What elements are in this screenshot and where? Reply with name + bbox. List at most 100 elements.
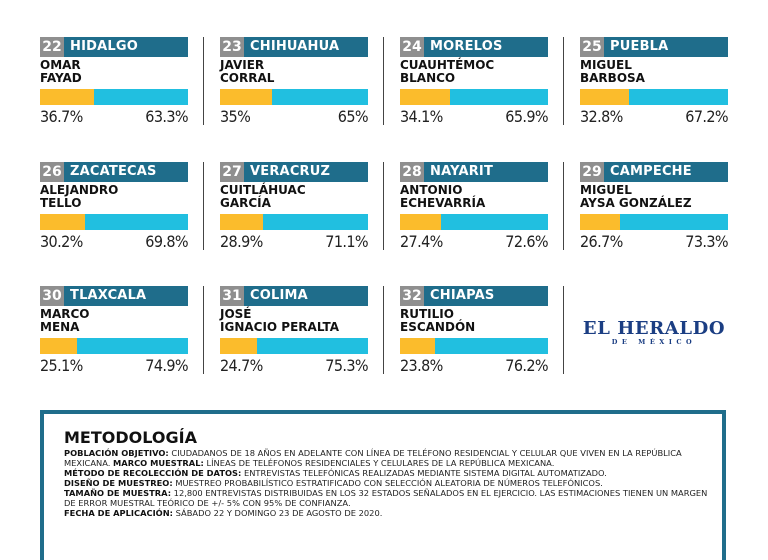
state-number-badge: 27	[220, 162, 244, 182]
governor-name-line: GARCÍA	[220, 196, 271, 210]
state-header: 27 VERACRUZ	[220, 162, 368, 182]
logo-subtitle: DE MÉXICO	[611, 338, 697, 346]
governor-name: ANTONIO ECHEVARRÍA	[400, 184, 550, 210]
left-percentage: 36.7%	[40, 107, 83, 126]
governor-name: OMAR FAYAD	[40, 59, 190, 85]
approval-bar	[220, 338, 368, 354]
state-header: 24 MORELOS	[400, 37, 548, 57]
governor-name-line: ESCANDÓN	[400, 320, 476, 334]
approval-bar	[40, 338, 188, 354]
governor-name: MIGUEL BARBOSA	[580, 59, 730, 85]
approval-bar-left-segment	[220, 214, 263, 230]
left-percentage: 23.8%	[400, 356, 443, 375]
governor-card: 30 TLAXCALA MARCO MENA 25.1% 74.9%	[40, 286, 190, 380]
right-percentage: 63.3%	[145, 107, 188, 126]
state-number-badge: 31	[220, 286, 244, 306]
metodo-label: MÉTODO DE RECOLECCIÓN DE DATOS:	[64, 468, 242, 478]
governor-name-line: CUITLÁHUAC	[220, 183, 306, 197]
state-header: 29 CAMPECHE	[580, 162, 728, 182]
diseno-label: DISEÑO DE MUESTREO:	[64, 478, 173, 488]
column-divider	[563, 37, 564, 125]
governor-name-line: JOSÉ	[220, 307, 252, 321]
methodology-title: METODOLOGÍA	[64, 428, 197, 447]
state-name: NAYARIT	[430, 164, 494, 179]
left-percentage: 24.7%	[220, 356, 263, 375]
governor-name-line: MENA	[40, 320, 80, 334]
approval-bar-left-segment	[580, 214, 620, 230]
right-percentage: 67.2%	[685, 107, 728, 126]
governor-name-line: IGNACIO PERALTA	[220, 320, 340, 334]
approval-bar	[580, 214, 728, 230]
metodo-text: ENTREVISTAS TELEFÓNICAS REALIZADAS MEDIA…	[243, 468, 607, 478]
state-number-badge: 30	[40, 286, 64, 306]
governor-name-line: RUTILIO	[400, 307, 454, 321]
poblacion-label: POBLACIÓN OBJETIVO:	[64, 448, 169, 458]
governor-name-line: TELLO	[40, 196, 82, 210]
governor-name-line: BARBOSA	[580, 71, 645, 85]
governor-name: JOSÉ IGNACIO PERALTA	[220, 308, 370, 334]
logo-wordmark: EL HERALDO	[582, 318, 726, 339]
methodology-box: METODOLOGÍA POBLACIÓN OBJETIVO: CIUDADAN…	[40, 410, 726, 560]
governor-approval-grid: 22 HIDALGO OMAR FAYAD 36.7% 63.3% 23 CHIHUAHUA J…	[40, 37, 730, 380]
state-header: 32 CHIAPAS	[400, 286, 548, 306]
governor-name-line: JAVIER	[220, 58, 265, 72]
left-percentage: 30.2%	[40, 232, 83, 251]
state-header: 22 HIDALGO	[40, 37, 188, 57]
left-percentage: 35%	[220, 107, 251, 126]
governor-card: 28 NAYARIT ANTONIO ECHEVARRÍA 27.4% 72.6%	[400, 162, 550, 256]
governor-card: 22 HIDALGO OMAR FAYAD 36.7% 63.3%	[40, 37, 190, 131]
approval-bar	[400, 338, 548, 354]
governor-name-line: CUAUHTÉMOC	[400, 58, 495, 72]
governor-card: 24 MORELOS CUAUHTÉMOC BLANCO 34.1% 65.9%	[400, 37, 550, 131]
column-divider	[383, 286, 384, 374]
state-name: CHIAPAS	[430, 288, 495, 303]
column-divider	[563, 286, 564, 374]
approval-bar	[40, 214, 188, 230]
right-percentage: 69.8%	[145, 232, 188, 251]
governor-name-line: ALEJANDRO	[40, 183, 119, 197]
marco-label: MARCO MUESTRAL:	[113, 458, 204, 468]
column-divider	[383, 162, 384, 250]
state-name: PUEBLA	[610, 39, 669, 54]
state-number-badge: 24	[400, 37, 424, 57]
approval-bar	[220, 89, 368, 105]
left-percentage: 26.7%	[580, 232, 623, 251]
state-name: VERACRUZ	[250, 164, 331, 179]
state-header: 28 NAYARIT	[400, 162, 548, 182]
state-name: HIDALGO	[70, 39, 138, 54]
column-divider	[383, 37, 384, 125]
governor-name: CUITLÁHUAC GARCÍA	[220, 184, 370, 210]
left-percentage: 25.1%	[40, 356, 83, 375]
state-header: 31 COLIMA	[220, 286, 368, 306]
governor-name: ALEJANDRO TELLO	[40, 184, 190, 210]
approval-bar-left-segment	[40, 89, 95, 105]
approval-bar	[400, 214, 548, 230]
left-percentage: 32.8%	[580, 107, 623, 126]
governor-card: 25 PUEBLA MIGUEL BARBOSA 32.8% 67.2%	[580, 37, 730, 131]
right-percentage: 73.3%	[685, 232, 728, 251]
approval-bar-left-segment	[580, 89, 629, 105]
governor-name-line: FAYAD	[40, 71, 82, 85]
governor-name: JAVIER CORRAL	[220, 59, 370, 85]
right-percentage: 72.6%	[505, 232, 548, 251]
right-percentage: 65%	[337, 107, 369, 126]
state-name: ZACATECAS	[70, 164, 157, 179]
tamano-text: 12,800 ENTREVISTAS DISTRIBUIDAS EN LOS 3…	[64, 488, 708, 508]
column-divider	[203, 37, 204, 125]
state-header: 30 TLAXCALA	[40, 286, 188, 306]
state-header: 26 ZACATECAS	[40, 162, 188, 182]
left-percentage: 28.9%	[220, 232, 263, 251]
approval-bar	[40, 89, 188, 105]
column-divider	[203, 286, 204, 374]
right-percentage: 74.9%	[145, 356, 188, 375]
state-name: MORELOS	[430, 39, 503, 54]
methodology-text: POBLACIÓN OBJETIVO: CIUDADANOS DE 18 AÑO…	[64, 448, 714, 518]
state-name: TLAXCALA	[70, 288, 147, 303]
state-number-badge: 28	[400, 162, 424, 182]
governor-name-line: CORRAL	[220, 71, 275, 85]
approval-bar	[220, 214, 368, 230]
governor-name: CUAUHTÉMOC BLANCO	[400, 59, 550, 85]
fecha-text: SÁBADO 22 Y DOMINGO 23 DE AGOSTO DE 2020…	[175, 508, 383, 518]
right-percentage: 71.1%	[325, 232, 368, 251]
marco-text: LÍNEAS DE TELÉFONOS RESIDENCIALES Y CELU…	[206, 458, 555, 468]
